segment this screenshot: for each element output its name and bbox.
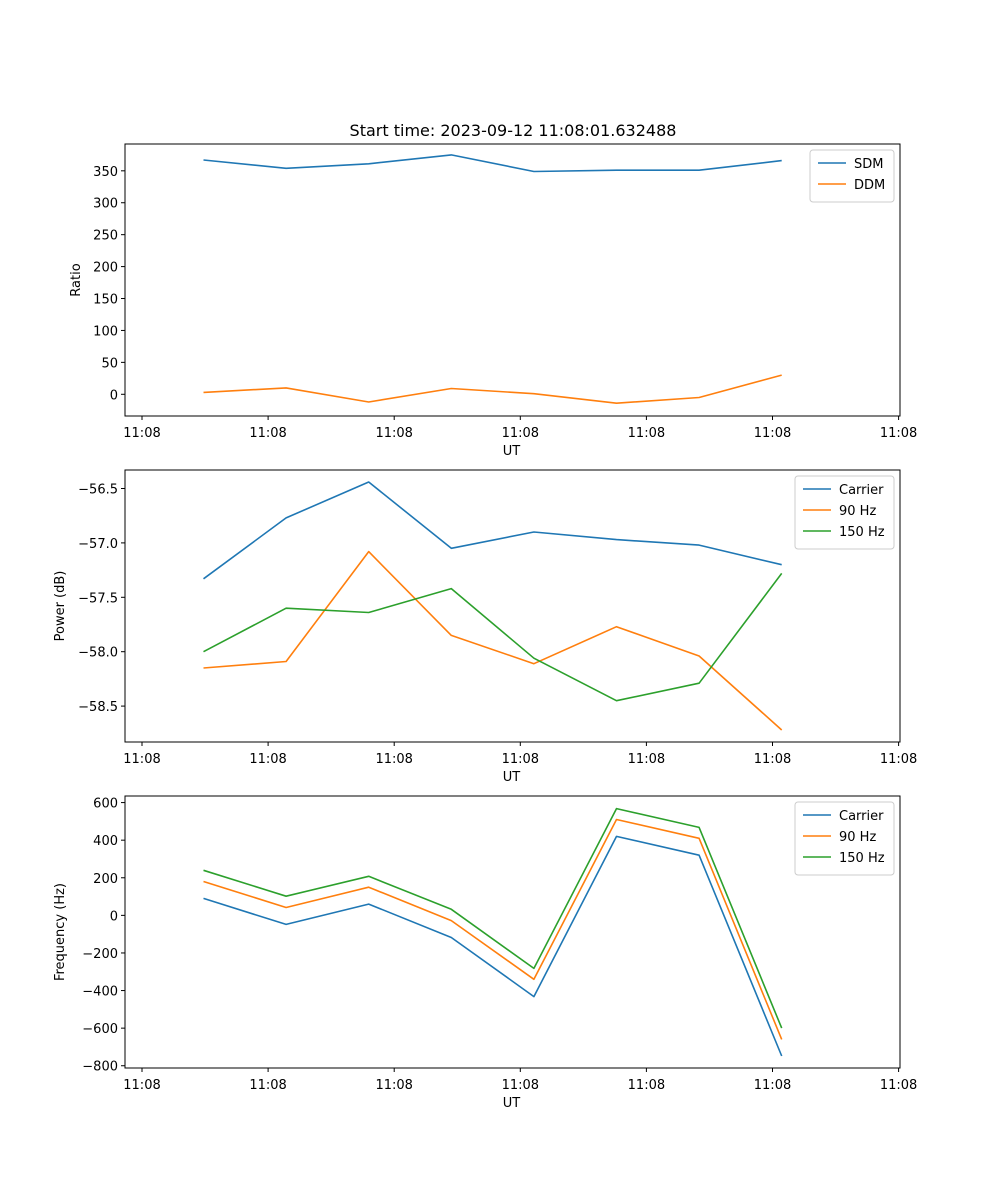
y-tick-label: 100 xyxy=(93,324,118,339)
y-tick-label: −600 xyxy=(82,1022,118,1037)
legend-label: DDM xyxy=(854,178,885,193)
y-axis-label: Frequency (Hz) xyxy=(53,883,68,981)
x-tick-label: 11:08 xyxy=(754,1078,791,1093)
chart-panel-1: 11:0811:0811:0811:0811:0811:0811:0811:09… xyxy=(69,143,917,459)
y-tick-label: −57.5 xyxy=(78,591,118,606)
y-axis-label: Power (dB) xyxy=(53,571,68,642)
x-tick-label: 11:08 xyxy=(123,426,160,441)
x-tick-label: 11:08 xyxy=(375,426,412,441)
x-tick-label: 11:08 xyxy=(375,752,412,767)
y-tick-label: 250 xyxy=(93,229,118,244)
x-tick-label: 11:08 xyxy=(249,752,286,767)
chart-panel-2: 11:0811:0811:0811:0811:0811:0811:0811:09… xyxy=(53,469,917,785)
y-tick-label: −800 xyxy=(82,1060,118,1075)
y-tick-label: −57.0 xyxy=(78,537,118,552)
x-tick-label: 11:08 xyxy=(123,752,160,767)
x-tick-label: 11:08 xyxy=(880,426,917,441)
legend-label: 150 Hz xyxy=(839,525,885,540)
x-axis-label: UT xyxy=(503,1096,521,1111)
x-axis-label: UT xyxy=(503,444,521,459)
x-tick-label: 11:08 xyxy=(754,752,791,767)
x-tick-label: 11:08 xyxy=(880,752,917,767)
legend-label: Carrier xyxy=(839,809,884,824)
x-tick-label: 11:08 xyxy=(502,426,539,441)
x-tick-label: 11:08 xyxy=(249,1078,286,1093)
axes-frame xyxy=(124,469,901,743)
y-tick-label: −400 xyxy=(82,985,118,1000)
y-tick-label: −56.5 xyxy=(78,482,118,497)
series-line-90-hz xyxy=(203,818,783,1040)
legend-label: Carrier xyxy=(839,483,884,498)
y-tick-label: 200 xyxy=(93,261,118,276)
series-line-150-hz xyxy=(203,572,783,702)
y-tick-label: 300 xyxy=(93,197,118,212)
y-tick-label: 400 xyxy=(93,834,118,849)
legend-label: 90 Hz xyxy=(839,830,876,845)
legend-label: 90 Hz xyxy=(839,504,876,519)
series-line-ddm xyxy=(203,374,782,405)
y-tick-label: 150 xyxy=(93,293,118,308)
axes-frame xyxy=(124,143,901,417)
x-tick-label: 11:08 xyxy=(628,426,665,441)
y-axis-label: Ratio xyxy=(69,263,84,296)
x-tick-label: 11:08 xyxy=(502,752,539,767)
legend-label: 150 Hz xyxy=(839,851,885,866)
y-tick-label: −58.0 xyxy=(78,646,118,661)
x-tick-label: 11:08 xyxy=(249,426,286,441)
y-tick-label: 50 xyxy=(101,356,118,371)
x-tick-label: 11:08 xyxy=(502,1078,539,1093)
x-tick-label: 11:08 xyxy=(754,426,791,441)
y-tick-label: −58.5 xyxy=(78,700,118,715)
chart-panel-3: 11:0811:0811:0811:0811:0811:0811:0811:09… xyxy=(53,795,917,1111)
y-tick-label: 350 xyxy=(93,165,118,180)
x-tick-label: 11:08 xyxy=(880,1078,917,1093)
y-tick-label: 0 xyxy=(110,909,118,924)
figure-title: Start time: 2023-09-12 11:08:01.632488 xyxy=(350,121,677,140)
series-line-sdm xyxy=(203,154,782,173)
series-line-carrier xyxy=(203,481,782,580)
y-tick-label: 0 xyxy=(110,388,118,403)
x-axis-label: UT xyxy=(503,770,521,785)
series-line-90-hz xyxy=(203,550,783,731)
x-tick-label: 11:08 xyxy=(628,1078,665,1093)
plots: 11:0811:0811:0811:0811:0811:0811:0811:09… xyxy=(53,143,917,1111)
x-tick-label: 11:08 xyxy=(375,1078,412,1093)
y-tick-label: 200 xyxy=(93,872,118,887)
series-line-carrier xyxy=(203,835,783,1057)
series-line-150-hz xyxy=(203,807,783,1029)
legend-label: SDM xyxy=(854,157,883,172)
x-tick-label: 11:08 xyxy=(123,1078,160,1093)
x-tick-label: 11:08 xyxy=(628,752,665,767)
y-tick-label: −200 xyxy=(82,947,118,962)
y-tick-label: 600 xyxy=(93,797,118,812)
axes-frame xyxy=(124,795,901,1069)
